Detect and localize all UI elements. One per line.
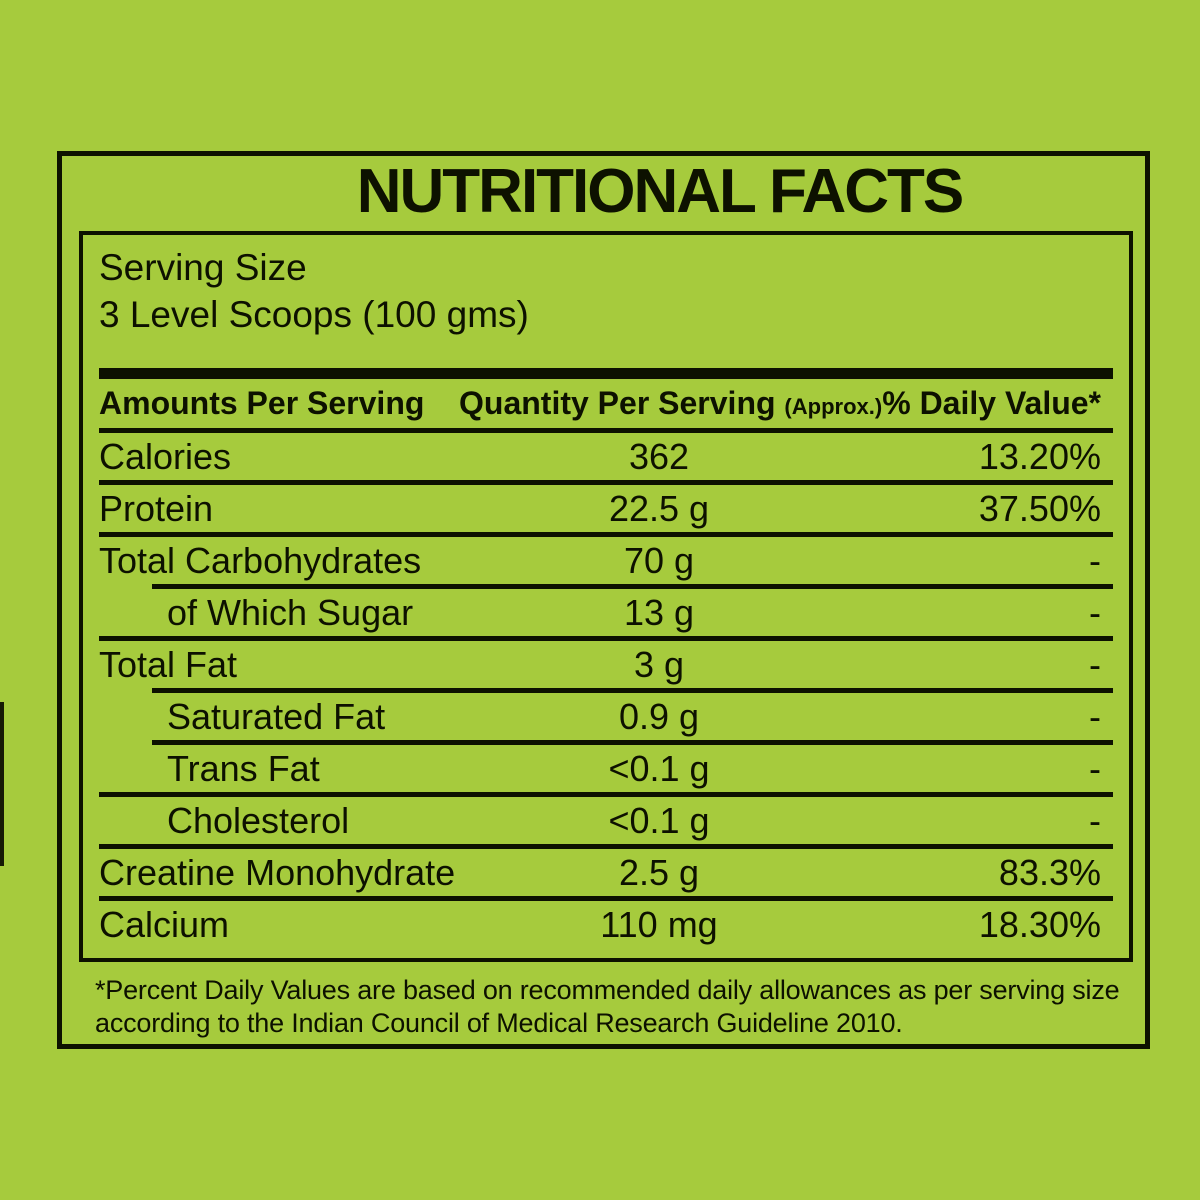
nutrient-daily-value: 83.3% — [998, 851, 1101, 893]
nutrient-label: Creatine Monohydrate — [99, 851, 456, 893]
nutrient-quantity: 0.9 g — [618, 695, 700, 737]
scan-edge-artifact — [0, 702, 4, 866]
nutrient-row: Cholesterol <0.1 g - — [99, 797, 1113, 844]
header-quantity-main: Quantity Per Serving — [459, 385, 776, 421]
nutrient-label: Saturated Fat — [167, 695, 386, 737]
nutrient-quantity: 362 — [628, 435, 690, 477]
row-separator-rule — [99, 480, 1113, 485]
row-separator-rule — [99, 636, 1113, 641]
nutrient-quantity: 13 g — [623, 591, 695, 633]
row-separator-rule — [99, 844, 1113, 849]
header-quantity-per-serving: Quantity Per Serving (Approx.) — [459, 385, 882, 422]
nutrient-row: Calories 362 13.20% — [99, 433, 1113, 480]
nutrient-label: Cholesterol — [167, 799, 350, 841]
row-separator-rule — [99, 792, 1113, 797]
nutrient-label: Calcium — [99, 903, 230, 945]
nutrient-daily-value: - — [1089, 643, 1101, 685]
nutrient-quantity: 3 g — [633, 643, 685, 685]
nutrient-row: Creatine Monohydrate 2.5 g 83.3% — [99, 849, 1113, 896]
label-title: NUTRITIONAL FACTS — [356, 157, 965, 226]
nutrient-quantity: 22.5 g — [608, 487, 710, 529]
table-header-row: Amounts Per Serving Quantity Per Serving… — [99, 379, 1113, 433]
nutrient-quantity: 2.5 g — [618, 851, 700, 893]
nutrient-label: Total Fat — [99, 643, 238, 685]
serving-size-value: 3 Level Scoops (100 gms) — [99, 294, 529, 335]
row-separator-rule — [152, 688, 1113, 693]
nutrient-label: Calories — [99, 435, 232, 477]
nutrient-daily-value: - — [1089, 591, 1101, 633]
nutrition-table-box: Serving Size 3 Level Scoops (100 gms) Am… — [79, 231, 1133, 962]
nutrient-rows: Calories 362 13.20% Protein 22.5 g 37.50% Tota… — [99, 433, 1113, 948]
nutrient-quantity: <0.1 g — [608, 799, 710, 841]
header-quantity-approx-note: (Approx.) — [784, 394, 883, 419]
nutrient-daily-value: 13.20% — [978, 435, 1101, 477]
nutrient-row: Trans Fat <0.1 g - — [99, 745, 1113, 792]
footnote-line-2: according to the Indian Council of Medic… — [95, 1008, 903, 1038]
nutrient-quantity: 110 mg — [600, 903, 718, 945]
label-outer-box: NUTRITIONAL FACTS Serving Size 3 Level S… — [57, 151, 1150, 1049]
nutrient-quantity: 70 g — [623, 539, 695, 581]
nutrient-label: Trans Fat — [167, 747, 320, 789]
header-thick-bar — [99, 368, 1113, 379]
nutrient-label: Total Carbohydrates — [99, 539, 422, 581]
daily-value-footnote: *Percent Daily Values are based on recom… — [95, 974, 1125, 1040]
serving-block: Serving Size 3 Level Scoops (100 gms) — [99, 244, 1113, 338]
nutrient-row: Total Fat 3 g - — [99, 641, 1113, 688]
header-amounts-per-serving: Amounts Per Serving — [99, 385, 425, 421]
nutrient-daily-value: 37.50% — [978, 487, 1101, 529]
nutrient-row: Protein 22.5 g 37.50% — [99, 485, 1113, 532]
nutrient-row: Saturated Fat 0.9 g - — [99, 693, 1113, 740]
footnote-line-1: *Percent Daily Values are based on recom… — [95, 975, 1120, 1005]
nutrient-daily-value: 18.30% — [978, 903, 1101, 945]
nutrient-daily-value: - — [1089, 799, 1101, 841]
nutrient-row: Total Carbohydrates 70 g - — [99, 537, 1113, 584]
row-separator-rule — [152, 584, 1113, 589]
serving-size-label: Serving Size — [99, 247, 307, 288]
nutrient-row: Calcium 110 mg 18.30% — [99, 901, 1113, 948]
nutrient-daily-value: - — [1089, 539, 1101, 581]
nutrient-label: of Which Sugar — [167, 591, 414, 633]
nutrient-daily-value: - — [1089, 695, 1101, 737]
header-daily-value: % Daily Value* — [882, 385, 1101, 421]
row-separator-rule — [99, 532, 1113, 537]
row-separator-rule — [99, 896, 1113, 901]
row-separator-rule — [152, 740, 1113, 745]
nutrient-row: of Which Sugar 13 g - — [99, 589, 1113, 636]
nutrient-daily-value: - — [1089, 747, 1101, 789]
nutrient-quantity: <0.1 g — [608, 747, 710, 789]
nutrient-label: Protein — [99, 487, 214, 529]
